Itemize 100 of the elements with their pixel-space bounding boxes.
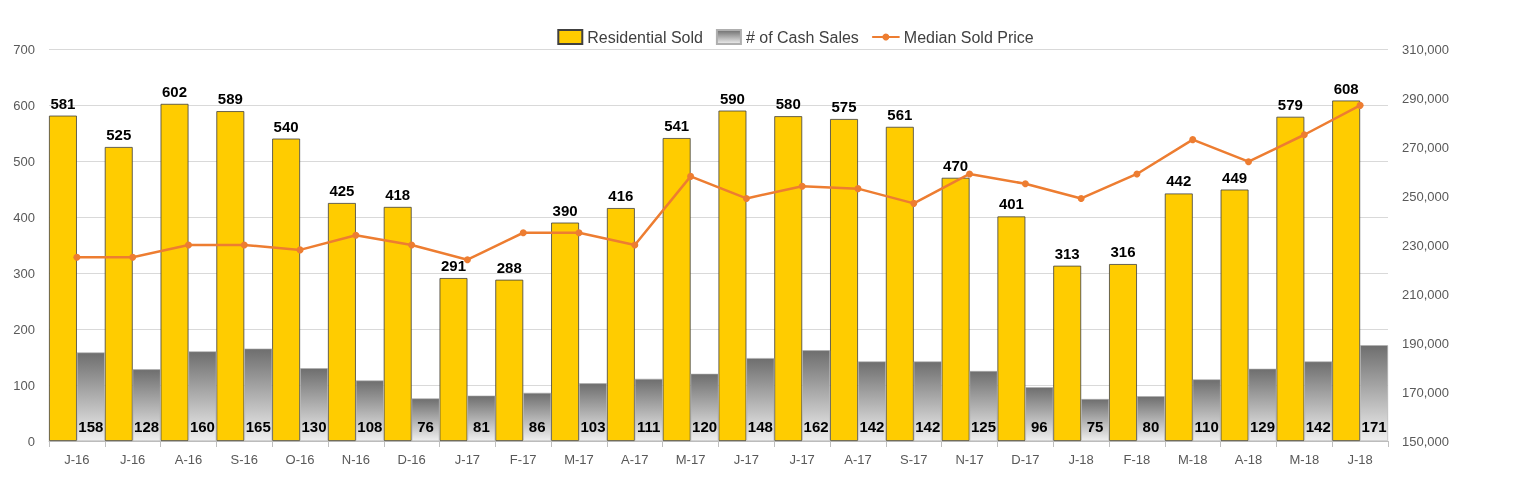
data-label: 158 [78, 418, 104, 435]
x-tick-label: D-16 [397, 452, 426, 467]
data-label: 590 [719, 89, 745, 107]
point [1189, 136, 1197, 144]
bar [132, 369, 161, 441]
data-label: 470 [943, 156, 969, 174]
bar [606, 208, 635, 441]
y-tick-label: 600 [13, 97, 35, 113]
bar [802, 350, 831, 441]
data-label: 561 [887, 105, 913, 123]
bar [300, 368, 328, 441]
point [854, 185, 862, 193]
bar [1360, 345, 1388, 441]
point [910, 199, 918, 207]
bar [439, 278, 468, 441]
x-tick-label: A-17 [844, 452, 872, 467]
data-label: 108 [357, 418, 383, 435]
data-label: 425 [329, 182, 355, 199]
x-tick-label: M-17 [564, 452, 594, 467]
data-label: 416 [608, 187, 634, 205]
bar [1081, 399, 1110, 441]
bar [160, 103, 189, 441]
y-tick-label: 200 [13, 321, 35, 337]
data-label: 442 [1166, 172, 1192, 190]
point [129, 253, 137, 261]
bar [830, 119, 858, 441]
data-label: 540 [273, 117, 299, 135]
data-label: 142 [1305, 418, 1331, 435]
x-tick-label: A-17 [621, 452, 649, 467]
point [966, 170, 974, 178]
data-label: 581 [50, 94, 76, 112]
y-tick-label: 100 [13, 377, 35, 393]
bar [551, 222, 580, 441]
point [798, 182, 806, 190]
bar [690, 373, 719, 441]
bar [523, 392, 552, 441]
x-tick-label: M-17 [675, 452, 706, 467]
data-label: 81 [473, 418, 490, 435]
data-label: 129 [1249, 418, 1275, 435]
data-label: 575 [831, 98, 857, 115]
point [352, 231, 360, 239]
bar [718, 110, 747, 441]
bar [495, 279, 524, 441]
point [1245, 158, 1253, 166]
bar [244, 348, 273, 441]
bar [662, 138, 691, 441]
data-label: 80 [1142, 418, 1160, 435]
data-label: 142 [915, 418, 941, 435]
bar [104, 147, 133, 441]
y2-tick-label: 170,000 [1402, 384, 1449, 400]
x-tick-label: J-17 [733, 452, 760, 467]
bar [1304, 361, 1333, 441]
bar [885, 126, 914, 441]
x-tick-label: S-17 [900, 452, 928, 467]
bar [1164, 193, 1193, 441]
bar [857, 361, 886, 441]
bar [913, 361, 942, 441]
bar [411, 398, 440, 441]
bar [746, 358, 775, 441]
bar [1192, 379, 1221, 441]
x-tick-label: J-17 [789, 452, 815, 467]
data-label: 589 [217, 90, 243, 108]
x-tick-label: F-18 [1123, 452, 1151, 467]
x-tick-label: D-17 [1011, 452, 1040, 467]
y2-tick-label: 230,000 [1402, 237, 1449, 253]
data-label: 148 [747, 418, 773, 435]
data-label: 120 [692, 418, 718, 435]
bar [188, 351, 217, 441]
data-label: 541 [664, 117, 690, 135]
bar [774, 116, 803, 441]
legend-label: Median Sold Price [903, 28, 1034, 46]
x-tick-label: J-18 [1347, 452, 1373, 467]
point [240, 241, 248, 249]
bar [76, 352, 105, 441]
data-label: 602 [162, 82, 188, 100]
data-label: 96 [1030, 418, 1048, 435]
data-label: 128 [134, 418, 160, 435]
data-label: 103 [580, 418, 606, 435]
x-tick-label: M-18 [1177, 452, 1208, 467]
data-label: 110 [1194, 418, 1219, 435]
point [742, 194, 750, 202]
bar [1136, 396, 1165, 441]
data-label: 288 [496, 258, 522, 276]
point [184, 241, 192, 249]
bar [272, 138, 301, 441]
data-label: 316 [1110, 243, 1136, 261]
y2-tick-label: 190,000 [1402, 335, 1449, 351]
y-tick-label: 700 [13, 41, 35, 57]
bar [1053, 265, 1082, 441]
point [1021, 180, 1029, 188]
point [631, 241, 639, 249]
data-label: 125 [970, 418, 997, 435]
bar [941, 177, 970, 441]
data-label: 75 [1086, 418, 1104, 435]
bar [1025, 387, 1054, 441]
x-tick-label: J-17 [454, 452, 481, 467]
bar [467, 395, 496, 441]
bar [969, 371, 998, 441]
bar [1332, 100, 1361, 441]
data-label: 313 [1054, 244, 1080, 262]
